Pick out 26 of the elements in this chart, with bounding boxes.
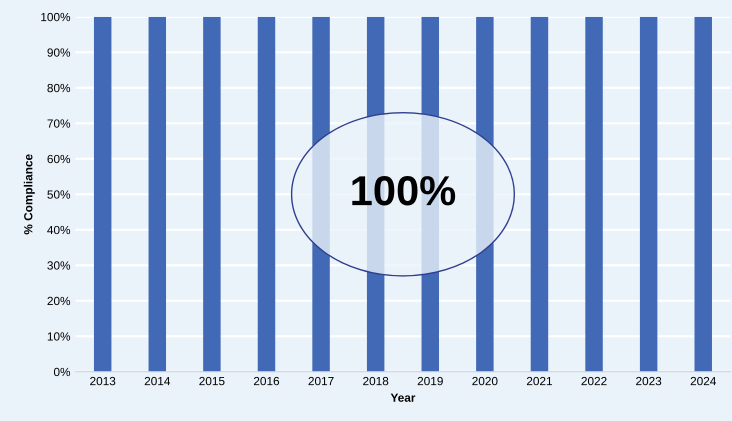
annotation: 100% bbox=[352, 176, 456, 206]
y-tick-label: 20% bbox=[48, 296, 70, 306]
x-tick-label: 2016 bbox=[254, 376, 280, 386]
y-tick-label: 80% bbox=[47, 84, 70, 92]
x-tick-label: 2020 bbox=[472, 376, 498, 386]
x-tick-label: 2022 bbox=[582, 376, 607, 386]
y-tick-label: 0% bbox=[54, 368, 70, 376]
y-tick-label: 100% bbox=[41, 12, 70, 22]
x-tick-label: 2018 bbox=[363, 376, 388, 386]
y-tick-label: 70% bbox=[48, 119, 70, 128]
y-tick-label: 90% bbox=[47, 48, 70, 57]
y-tick-label: 50% bbox=[47, 190, 70, 199]
x-tick-label: 2013 bbox=[90, 376, 116, 386]
y-axis-title: % Compliance bbox=[24, 154, 35, 234]
y-tick-label: 30% bbox=[47, 261, 70, 270]
y-tick-label: 10% bbox=[48, 332, 70, 341]
x-tick-label: 2017 bbox=[308, 376, 334, 386]
y-tick-label: 60% bbox=[48, 154, 70, 164]
x-axis-title: Year bbox=[390, 394, 416, 402]
x-tick-label: 2023 bbox=[636, 376, 662, 386]
x-tick-label: 2024 bbox=[690, 376, 716, 386]
x-tick-label: 2015 bbox=[199, 376, 225, 386]
y-tick-label: 40% bbox=[47, 226, 70, 234]
x-tick-label: 2014 bbox=[144, 376, 170, 386]
x-tick-label: 2021 bbox=[526, 376, 552, 386]
x-tick-label: 2019 bbox=[418, 376, 443, 386]
